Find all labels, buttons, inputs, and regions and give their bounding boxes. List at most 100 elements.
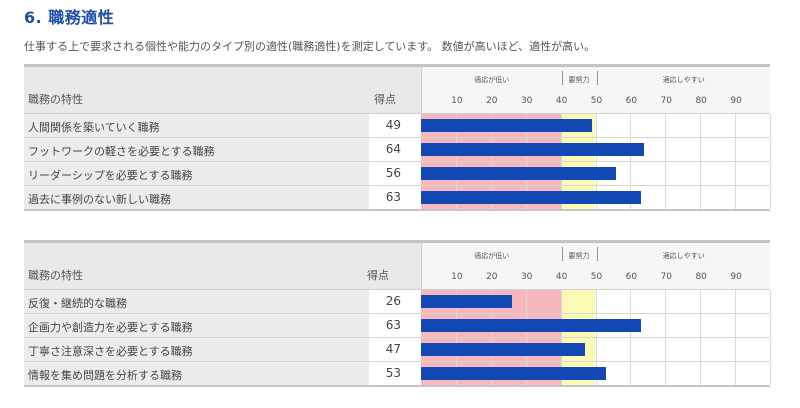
table-row: 情報を集め問題を分析する職務 53 (24, 362, 771, 385)
grid-line (665, 162, 667, 185)
grid-line (595, 290, 597, 313)
row-label: 反復・継続的な職務 (28, 297, 127, 310)
bar-track (421, 114, 771, 137)
table-row: フットワークの軽さを必要とする職務 64 (24, 138, 771, 162)
grid-line (770, 138, 771, 161)
axis-tick-label: 90 (730, 272, 742, 282)
grid-line (735, 338, 737, 361)
grid-line (665, 314, 667, 337)
score-bar (421, 319, 641, 332)
grid-line (770, 114, 771, 137)
row-label: 丁寧さ注意深さを必要とする職務 (28, 345, 193, 358)
grid-line (630, 162, 632, 185)
grid-line (700, 162, 702, 185)
grid-line (735, 362, 737, 385)
grid-line (770, 186, 771, 209)
grid-line (595, 338, 597, 361)
table-row: 丁寧さ注意深さを必要とする職務 47 (24, 338, 771, 362)
section-description: 仕事する上で要求される個性や能力のタイプ別の適性(職務適性)を測定しています。 … (24, 40, 596, 53)
zone-divider (596, 247, 598, 261)
grid-line (630, 290, 632, 313)
header-score: 得点 (374, 93, 396, 106)
grid-line (770, 338, 771, 361)
axis-tick-label: 30 (520, 96, 533, 106)
axis-tick-label: 40 (555, 272, 568, 282)
section-title: 6. 職務適性 (24, 8, 115, 27)
axis-tick-label: 50 (590, 96, 603, 106)
grid-line (770, 162, 771, 185)
zone-label: 要努力 (568, 252, 590, 260)
score-value: 26 (385, 294, 401, 308)
grid-line (665, 114, 667, 137)
score-bar (421, 143, 645, 156)
axis-tick-label: 80 (695, 272, 707, 282)
row-label: 企画力や創造力を必要とする職務 (28, 321, 193, 334)
grid-line (700, 338, 702, 361)
row-label: フットワークの軽さを必要とする職務 (28, 145, 215, 158)
grid-line (735, 314, 737, 337)
bar-track (421, 314, 771, 337)
bar-track (421, 162, 771, 185)
grid-line (735, 114, 737, 137)
grid-line (700, 314, 702, 337)
aptitude-table-2: 職務の特性 得点 適応が低い 要努力 適応しやすい 10 20 30 40 50 60 70 80 9… (24, 240, 771, 387)
score-bar (421, 343, 586, 356)
zone-divider (561, 71, 563, 85)
score-value: 47 (385, 342, 401, 356)
score-value: 63 (385, 190, 401, 204)
axis-tick-label: 10 (451, 96, 463, 106)
score-value: 56 (385, 166, 401, 180)
row-score: 26 (369, 290, 421, 313)
table-row: 過去に事例のない新しい職務 63 (24, 186, 771, 209)
table-row: リーダーシップを必要とする職務 56 (24, 162, 771, 186)
row-label: 人間関係を築いていく職務 (28, 121, 160, 134)
grid-line (525, 290, 527, 313)
zone-divider (561, 247, 563, 261)
grid-line (630, 362, 632, 385)
grid-line (700, 114, 702, 137)
zone-label: 適応しやすい (662, 76, 705, 84)
grid-line (665, 362, 667, 385)
grid-line (595, 114, 597, 137)
scale-header: 適応が低い 要努力 適応しやすい 10 20 30 40 50 60 70 80 90 (421, 243, 770, 289)
grid-line (735, 138, 737, 161)
axis-tick-label: 90 (730, 96, 742, 106)
zone-label: 適応が低い (474, 76, 510, 84)
axis-tick-label: 30 (520, 272, 533, 282)
axis-tick-label: 70 (660, 96, 673, 106)
bar-track (421, 362, 771, 385)
row-score: 63 (369, 186, 421, 209)
row-label: リーダーシップを必要とする職務 (28, 169, 193, 182)
row-score: 53 (369, 362, 421, 385)
aptitude-table-1: 職務の特性 得点 適応が低い 要努力 適応しやすい 10 20 30 40 50 60 70 80 9… (24, 64, 771, 211)
score-value: 64 (385, 142, 401, 156)
axis-tick-label: 20 (486, 96, 498, 106)
axis-tick-label: 60 (625, 272, 638, 282)
grid-line (770, 362, 771, 385)
score-bar (421, 367, 606, 380)
grid-line (665, 338, 667, 361)
score-value: 53 (385, 366, 401, 380)
grid-line (735, 162, 737, 185)
zone-label: 適応しやすい (662, 252, 705, 260)
table-row: 反復・継続的な職務 26 (24, 290, 771, 314)
axis-tick-label: 70 (660, 272, 673, 282)
axis-tick-label: 10 (451, 272, 463, 282)
table-row: 人間関係を築いていく職務 49 (24, 114, 771, 138)
zone-label: 適応が低い (474, 252, 510, 260)
bar-track (421, 186, 771, 209)
table-header: 職務の特性 得点 適応が低い 要努力 適応しやすい 10 20 30 40 50 60 70 80 9… (24, 67, 770, 114)
grid-line (630, 338, 632, 361)
row-label: 情報を集め問題を分析する職務 (28, 369, 182, 382)
score-bar (421, 119, 592, 132)
table-rows: 人間関係を築いていく職務 49 フットワークの軽さを必要とする職務 64 リーダーシップ… (24, 114, 771, 209)
header-label: 職務の特性 (28, 269, 83, 282)
score-bar (421, 295, 512, 308)
grid-line (700, 290, 702, 313)
table-rows: 反復・継続的な職務 26 企画力や創造力を必要とする職務 63 丁寧さ注意深さを必要とす… (24, 290, 771, 385)
grid-line (665, 290, 667, 313)
grid-line (665, 186, 667, 209)
table-header: 職務の特性 得点 適応が低い 要努力 適応しやすい 10 20 30 40 50 60 70 80 9… (24, 243, 770, 290)
grid-line (700, 138, 702, 161)
axis-tick-label: 50 (590, 272, 603, 282)
